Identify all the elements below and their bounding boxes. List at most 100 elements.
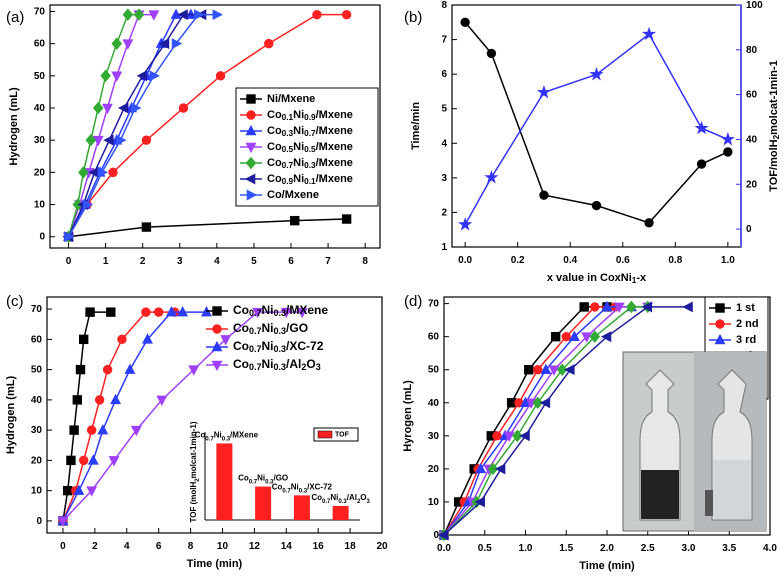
legend-marker [212, 306, 222, 316]
legend-marker [246, 110, 256, 120]
legend-label: 1 st [736, 302, 755, 314]
legend-label: 3 rd [736, 334, 756, 346]
y-axis-label: Hyrogen (mL) [402, 380, 414, 452]
marker [142, 333, 153, 344]
marker [212, 9, 223, 21]
y-tick-label: 20 [428, 464, 440, 475]
marker [131, 102, 142, 114]
marker [141, 135, 152, 145]
y-tick-label: 60 [31, 334, 43, 345]
y-tick-label: 30 [31, 425, 43, 436]
bar-label: Co0.7Ni0.3/MXene [195, 431, 259, 442]
bar-label: Co0.7Ni0.3/XC-72 [272, 482, 333, 493]
x-tick-label: 1.0 [519, 543, 533, 554]
black-solution [641, 470, 679, 519]
marker [72, 395, 83, 405]
legend-marker [212, 324, 222, 334]
marker [85, 307, 95, 317]
marker [194, 9, 205, 21]
x-tick-label: 3.0 [682, 543, 696, 554]
marker [122, 39, 134, 50]
marker [581, 332, 593, 343]
marker [296, 307, 308, 319]
bar [255, 486, 272, 520]
series-line [68, 218, 347, 238]
marker [641, 26, 657, 41]
marker [613, 302, 625, 314]
x-tick-label: 14 [281, 541, 293, 552]
legend-marker [245, 142, 257, 154]
bar-label: Co0.7Ni0.3/Al2O3 [311, 493, 370, 504]
legend-marker [211, 340, 223, 352]
y-tick-label: 40 [428, 397, 440, 408]
marker [539, 397, 551, 409]
x-tick-label: 8 [188, 541, 194, 552]
y2-tick-label: 80 [746, 44, 758, 55]
marker [556, 363, 568, 376]
y-tick-label: 60 [34, 38, 46, 49]
marker [156, 395, 168, 406]
marker [85, 133, 97, 147]
x-tick-label: 0.5 [478, 543, 492, 554]
marker [539, 190, 549, 200]
marker [280, 307, 292, 319]
legend-marker [715, 303, 725, 313]
marker [75, 364, 86, 375]
marker [682, 301, 693, 313]
marker [564, 364, 575, 376]
marker [341, 214, 352, 224]
x-tick-label: 4 [214, 256, 220, 267]
marker [591, 200, 602, 211]
inset-y-label: TOF (molH2molcat-1min-1) [189, 421, 200, 522]
y2-tick-label: 60 [746, 89, 758, 100]
marker [484, 170, 499, 184]
x-tick-label: 4.0 [763, 543, 777, 554]
marker [458, 217, 473, 231]
plot-frame [49, 4, 381, 249]
bar [216, 443, 233, 520]
x-axis-label: Time (min) [579, 560, 635, 572]
marker [601, 300, 613, 312]
y-tick-label: 8 [441, 0, 447, 11]
marker [600, 331, 612, 343]
x-tick-label: 8 [362, 256, 368, 267]
legend-marker [245, 124, 257, 136]
marker [589, 67, 604, 81]
legend-marker [246, 94, 256, 104]
marker [122, 8, 134, 21]
legend-swatch [317, 430, 333, 439]
marker [97, 424, 109, 435]
y2-tick-label: 20 [746, 179, 758, 190]
bar [293, 495, 310, 520]
marker [177, 9, 188, 21]
x-tick-label: 1.0 [721, 255, 735, 266]
x-tick-label: 6 [156, 541, 162, 552]
bar [332, 505, 349, 520]
x-tick-label: 0 [60, 541, 66, 552]
y-tick-label: 40 [31, 395, 43, 406]
y-tick-label: 20 [31, 455, 43, 466]
x-tick-label: 0.6 [616, 255, 630, 266]
marker [158, 38, 170, 50]
marker [290, 215, 300, 226]
plot-frame [46, 296, 383, 534]
marker [341, 9, 352, 20]
x-tick-label: 0.2 [511, 255, 525, 266]
y-tick-label: 50 [31, 364, 43, 375]
marker [536, 84, 552, 99]
marker [503, 431, 515, 442]
marker [540, 363, 552, 375]
x-tick-label: 18 [345, 541, 357, 552]
magnet [705, 490, 713, 516]
photo-inset [622, 351, 767, 532]
y-axis-label: Hydrogen (mL) [8, 87, 20, 166]
y-tick-label: 20 [34, 167, 46, 178]
marker [78, 455, 89, 466]
marker [492, 431, 502, 441]
marker [136, 70, 147, 82]
legend-marker [246, 189, 258, 201]
x-tick-label: 0.4 [563, 255, 577, 266]
legend-label: Co0.1Ni0.9/Mxene [267, 109, 353, 122]
x-tick-label: 1 [103, 256, 109, 267]
